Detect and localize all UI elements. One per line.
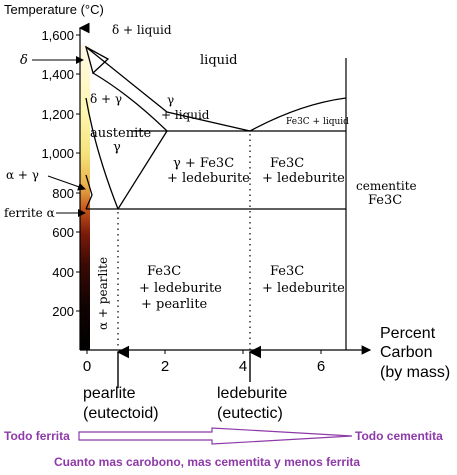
alpha-gamma-arrow [47, 175, 86, 191]
phase-boundaries [84, 45, 347, 210]
ferrite-boundary [85, 174, 93, 210]
x-tick-2: 2 [161, 358, 169, 375]
pearlite-sublabel: (eutectoid) [83, 405, 159, 422]
phase-labels: δ + liquid δ + γ liquid γ + liquid Fe3C … [90, 23, 417, 330]
gamma-solidus [92, 72, 168, 132]
y-tick-200: 200 [52, 304, 74, 319]
dotted-lines [117, 134, 251, 350]
todo-ferrita-label: Todo ferrita [4, 429, 70, 443]
fe3c-ledeb-pearlite-label-1: Fe3C [147, 264, 181, 279]
fe3c-ledeburite-label-2: + ledeburite [262, 171, 345, 186]
gamma-fe3c-label-1: γ + Fe3C [173, 156, 234, 171]
gamma-liquid-label-2: + liquid [161, 108, 210, 122]
cementite-label-1: cementite [356, 179, 417, 193]
fe3c-ledeb-low-label-2: + ledeburite [262, 281, 345, 296]
fe3c-ledeb-low-label-1: Fe3C [270, 264, 304, 279]
fe3c-liquid-label: Fe3C + liquid [286, 117, 349, 127]
liquid-label: liquid [200, 53, 238, 68]
todo-cementita-label: Todo cementita [355, 429, 443, 443]
delta-gamma-label: δ + γ [90, 92, 122, 106]
acm-line [117, 130, 168, 210]
alpha-gamma-label: α + γ [6, 168, 39, 182]
delta-region-boundary [84, 45, 110, 75]
y-tick-800: 800 [52, 186, 74, 201]
svg-text:Percent: Percent [380, 325, 436, 342]
fe3c-ledeb-pearlite-label-2: + ledeburite [139, 281, 222, 296]
y-tick-1200: 1,200 [41, 107, 74, 122]
x-tick-labels: 0 2 4 6 [83, 358, 325, 375]
y-tick-600: 600 [52, 225, 74, 240]
austenite-label-1: austenite [90, 126, 151, 141]
delta-label: δ [20, 53, 28, 68]
y-axis-title: Temperature (°C) [4, 2, 104, 17]
pearlite-label: pearlite [83, 385, 136, 402]
x-tick-4: 4 [239, 358, 247, 375]
bottom-caption: Cuanto mas carobono, mas cementita y men… [54, 455, 361, 469]
x-tick-0: 0 [83, 358, 91, 375]
gamma-liquid-label-1: γ [167, 93, 174, 107]
x-ticks [86, 350, 322, 354]
fe3c-ledeburite-label-1: Fe3C [270, 156, 304, 171]
x-tick-6: 6 [317, 358, 325, 375]
alpha-pearlite-label: α + pearlite [96, 257, 110, 330]
fe3c-ledeb-pearlite-label-3: + pearlite [141, 297, 208, 312]
ledeburite-label: ledeburite [217, 385, 287, 402]
point-labels: pearlite (eutectoid) ledeburite (eutecti… [83, 385, 287, 422]
y-tick-400: 400 [52, 265, 74, 280]
y-tick-1000: 1,000 [41, 146, 74, 161]
a3-line [85, 97, 119, 210]
y-ticks [76, 34, 80, 312]
austenite-label-2: γ [113, 140, 121, 155]
ferrite-label: ferrite α [4, 206, 55, 220]
y-tick-1400: 1,400 [41, 67, 74, 82]
delta-liquid-label: δ + liquid [112, 23, 172, 37]
composition-arrow [78, 427, 353, 445]
gamma-fe3c-label-2: + ledeburite [167, 171, 250, 186]
temperature-color-bar [80, 45, 90, 350]
y-tick-1600: 1,600 [41, 28, 74, 43]
ledeburite-sublabel: (eutectic) [217, 405, 283, 422]
y-tick-labels: 1,600 1,400 1,200 1,000 800 600 400 200 [41, 28, 74, 319]
svg-text:Carbon: Carbon [380, 344, 432, 361]
svg-text:(by mass): (by mass) [380, 364, 450, 381]
cementite-label-2: Fe3C [368, 193, 402, 208]
x-axis-title: Percent Carbon (by mass) [380, 325, 450, 381]
